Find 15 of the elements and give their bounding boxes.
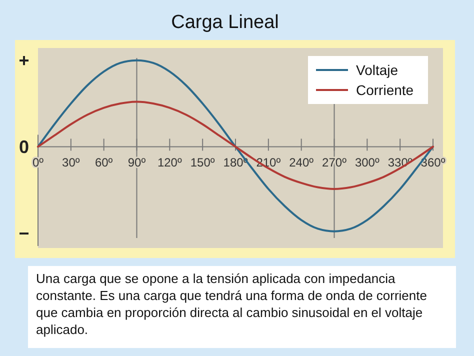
chart-title: Carga Lineal xyxy=(171,12,279,33)
x-tick-label: 60º xyxy=(94,156,114,170)
x-tick-label: 360º xyxy=(420,156,446,170)
text: 0 xyxy=(18,137,30,158)
text: Una carga que se opone a la tensión aplicada con impedancia constante. Es una carga que tendrá una forma de onda de corriente que cambia en proporción directa al cambio sinusoidal en el voltaje aplicado. xyxy=(28,266,456,348)
text: + xyxy=(18,50,30,71)
x-tick-label: 240º xyxy=(289,156,314,170)
x-tick-label: 180º xyxy=(223,156,248,170)
legend-label: Voltaje xyxy=(356,62,398,78)
legend-label: Corriente xyxy=(356,82,414,98)
text: − xyxy=(18,223,30,244)
x-tick-label: 150º xyxy=(190,156,216,170)
x-tick-label: 120º xyxy=(157,156,182,170)
x-tick-label: 30º xyxy=(62,156,80,170)
x-tick-label: 300º xyxy=(354,156,380,170)
